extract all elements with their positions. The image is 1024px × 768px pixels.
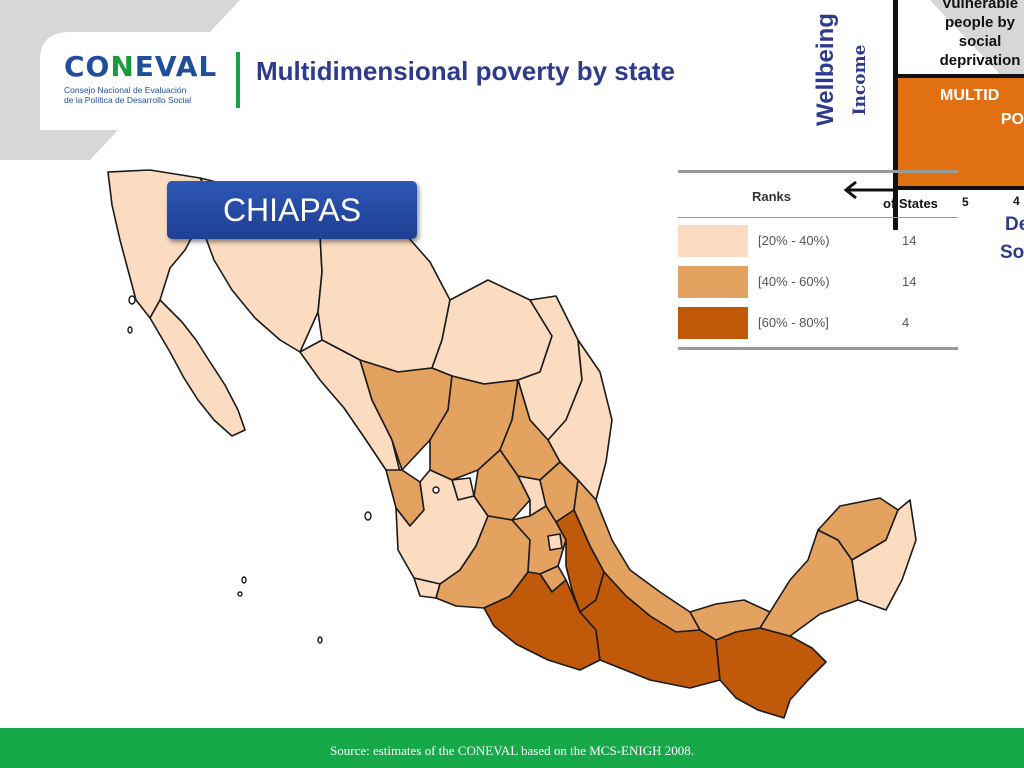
- map-legend: Ranks of States [20% - 40%) 14 [40% - 60…: [678, 170, 958, 352]
- left-arrow-icon: [843, 180, 898, 200]
- legend-swatch: [678, 266, 748, 298]
- island-4: [241, 576, 247, 584]
- island-7: [432, 486, 440, 494]
- island-6: [317, 636, 323, 644]
- logo-wordmark-letter: N: [110, 50, 135, 83]
- selected-state-label: CHIAPAS: [167, 181, 417, 239]
- source-note: Source: estimates of the CONEVAL based o…: [330, 743, 694, 758]
- background-top-right-shape: [880, 0, 1024, 100]
- state-guanajuato: [473, 449, 531, 521]
- logo-wordmark-part2: EVAL: [134, 50, 218, 83]
- island-1: [128, 295, 136, 305]
- diagram-fragment-de: De: [1005, 214, 1024, 235]
- logo-wordmark-part1: CO: [64, 50, 111, 83]
- island-5: [237, 591, 243, 597]
- legend-row: [20% - 40%) 14: [678, 225, 958, 257]
- legend-range: [60% - 80%]: [758, 315, 829, 330]
- legend-count: 14: [902, 274, 917, 289]
- legend-row: [60% - 80%] 4: [678, 307, 958, 339]
- state-chiapas: [715, 627, 827, 719]
- legend-count: 14: [902, 233, 917, 248]
- diagram-number-4: 4: [1013, 194, 1020, 208]
- wellbeing-axis-label: Wellbeing: [812, 13, 839, 126]
- island-3: [364, 511, 372, 521]
- page-title: Multidimensional poverty by state: [256, 56, 675, 86]
- logo-subtitle-line2: de la Política de Desarrollo Social: [64, 95, 192, 105]
- legend-header-rule: [678, 217, 958, 218]
- logo-divider: [236, 52, 240, 108]
- header-panel: [40, 32, 700, 130]
- legend-bottom-rule: [678, 347, 958, 350]
- logo-wordmark: CONEVAL: [64, 50, 218, 83]
- state-coahuila: [431, 279, 553, 385]
- footer-bar: Source: estimates of the CONEVAL based o…: [0, 728, 1024, 768]
- diagram-number-5: 5: [962, 195, 969, 209]
- multidimensional-poverty-box: [898, 78, 1024, 186]
- diagram-divider-top: [893, 74, 1024, 78]
- diagram-vertical-axis: [893, 0, 898, 230]
- logo-subtitle-line1: Consejo Nacional de Evaluación: [64, 85, 187, 95]
- state-quintana-roo: [851, 499, 917, 611]
- island-2: [127, 326, 133, 334]
- legend-range: [20% - 40%): [758, 233, 830, 248]
- legend-swatch: [678, 225, 748, 257]
- legend-ranks-header: Ranks: [752, 189, 792, 204]
- legend-range: [40% - 60%): [758, 274, 830, 289]
- state-distrito-federal: [547, 533, 563, 551]
- diagram-divider-bottom: [893, 186, 1024, 190]
- income-axis-label: Income: [850, 44, 870, 116]
- coneval-logo: CONEVAL Consejo Nacional de Evaluación d…: [64, 50, 218, 114]
- legend-count: 4: [902, 315, 910, 330]
- legend-swatch: [678, 307, 748, 339]
- multidimensional-line1: MULTID: [940, 87, 1000, 104]
- multidimensional-line2: PO: [1000, 111, 1024, 128]
- state-baja-california-sur: [149, 299, 246, 437]
- legend-row: [40% - 60%) 14: [678, 266, 958, 298]
- multidimensional-poverty-text: MULTID PO: [940, 84, 1024, 132]
- vulnerable-people-text: Vulnerable people by social deprivation: [939, 0, 1021, 69]
- legend-top-rule: [678, 170, 958, 173]
- diagram-fragment-so: So: [1000, 242, 1024, 263]
- legend-states-header: of States: [883, 196, 938, 211]
